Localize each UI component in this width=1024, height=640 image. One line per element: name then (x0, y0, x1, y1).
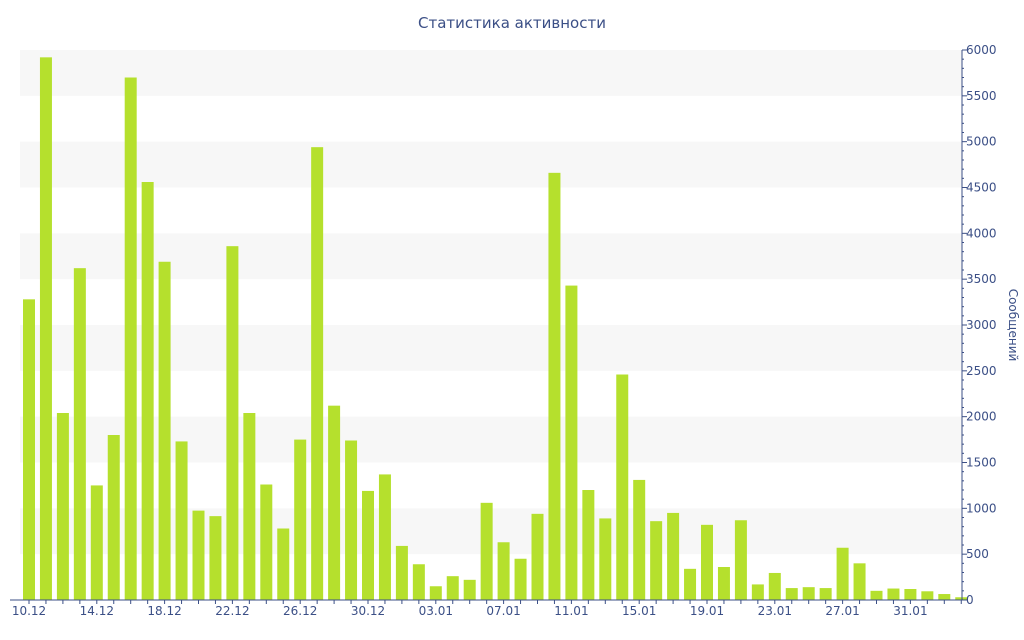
bar-27.01[interactable] (836, 547, 849, 600)
bar-25.12[interactable] (277, 528, 290, 601)
bar-28.12[interactable] (328, 405, 341, 600)
bar-26.12[interactable] (294, 439, 307, 600)
bar-17.12[interactable] (141, 182, 154, 600)
bar-13.12[interactable] (73, 268, 86, 600)
bars-group (23, 57, 968, 601)
x-tick-label: 31.01 (893, 604, 927, 618)
grid-band (20, 325, 962, 371)
x-tick-label: 26.12 (283, 604, 317, 618)
x-tick-label: 07.01 (486, 604, 520, 618)
x-tick-label: 18.12 (147, 604, 181, 618)
x-tick-label: 10.12 (12, 604, 46, 618)
bar-05.01[interactable] (463, 579, 476, 600)
bar-03.01[interactable] (429, 586, 442, 600)
x-axis: 10.12 14.12 18.12 22.12 26.12 30.12 03.01 07.01… (10, 599, 962, 618)
y-tick-label: 1000 (966, 501, 997, 515)
bar-30.01[interactable] (887, 588, 900, 600)
bar-11.12[interactable] (39, 57, 52, 600)
bar-15.12[interactable] (107, 435, 120, 600)
y-tick-label: 5500 (966, 89, 997, 103)
y-tick-label: 3500 (966, 272, 997, 286)
bar-20.01[interactable] (717, 567, 730, 600)
bar-11.01[interactable] (565, 285, 578, 600)
x-tick-label: 03.01 (419, 604, 453, 618)
bar-07.01[interactable] (497, 542, 510, 600)
bar-24.12[interactable] (260, 484, 273, 601)
bar-24.01[interactable] (785, 588, 798, 600)
bar-30.12[interactable] (362, 490, 374, 600)
bar-01.01[interactable] (395, 545, 408, 600)
bar-10.01[interactable] (548, 172, 561, 600)
chart-title: Статистика активности (418, 14, 606, 32)
bar-18.01[interactable] (684, 568, 697, 600)
y-axis: 0 500 1000 1500 2000 2500 3000 3500 4000 4500 5000… (961, 43, 997, 607)
y-tick-label: 5000 (966, 135, 997, 149)
bar-14.12[interactable] (90, 485, 103, 600)
x-tick-label: 19.01 (690, 604, 724, 618)
bar-21.12[interactable] (209, 516, 222, 601)
bar-28.01[interactable] (853, 563, 866, 600)
y-tick-label: 500 (966, 547, 989, 561)
bar-22.01[interactable] (751, 584, 764, 600)
bar-22.12[interactable] (226, 246, 239, 601)
y-tick-label: 4500 (966, 181, 997, 195)
bar-29.12[interactable] (345, 440, 358, 601)
grid-band (20, 141, 962, 188)
y-tick-label: 2000 (966, 410, 997, 424)
x-tick-label: 27.01 (825, 604, 859, 618)
bar-03.02[interactable] (955, 597, 968, 600)
bar-12.12[interactable] (56, 413, 69, 600)
grid-bands (20, 50, 962, 555)
bar-02.02[interactable] (938, 594, 951, 600)
bar-20.12[interactable] (192, 510, 205, 601)
bar-12.01[interactable] (582, 490, 595, 600)
bar-15.01[interactable] (633, 479, 646, 600)
x-tick-label: 23.01 (758, 604, 792, 618)
bar-27.12[interactable] (311, 147, 324, 601)
bar-06.01[interactable] (480, 502, 493, 600)
x-tick-label: 14.12 (80, 604, 114, 618)
bar-01.02[interactable] (921, 591, 934, 600)
bar-10.12[interactable] (23, 299, 35, 600)
bar-08.01[interactable] (514, 558, 527, 600)
y-axis-label: Сообщений (1006, 289, 1020, 362)
bar-19.01[interactable] (701, 524, 713, 600)
x-tick-label: 30.12 (351, 604, 385, 618)
bar-04.01[interactable] (446, 576, 459, 600)
bar-31.12[interactable] (378, 474, 391, 600)
bar-29.01[interactable] (870, 590, 883, 600)
bar-26.01[interactable] (819, 588, 832, 600)
bar-09.01[interactable] (531, 513, 544, 600)
y-tick-label: 1500 (966, 456, 997, 470)
y-tick-label: 4000 (966, 226, 997, 240)
y-tick-label: 2500 (966, 364, 997, 378)
x-tick-label: 11.01 (554, 604, 588, 618)
bar-21.01[interactable] (734, 520, 747, 600)
bar-16.12[interactable] (124, 77, 137, 601)
bar-16.01[interactable] (650, 521, 663, 600)
bar-23.01[interactable] (768, 572, 781, 600)
y-tick-label: 6000 (966, 43, 997, 57)
x-tick-label: 22.12 (215, 604, 249, 618)
y-tick-label: 0 (966, 593, 974, 607)
y-tick-label: 3000 (966, 318, 997, 332)
grid-band (20, 50, 962, 96)
bar-25.01[interactable] (802, 587, 815, 600)
bar-17.01[interactable] (667, 512, 680, 600)
grid-band (20, 233, 962, 280)
bar-13.01[interactable] (599, 518, 612, 600)
bar-14.01[interactable] (616, 374, 629, 601)
bar-02.01[interactable] (412, 564, 425, 600)
bar-31.01[interactable] (904, 589, 917, 600)
x-tick-label: 15.01 (622, 604, 656, 618)
bar-19.12[interactable] (175, 441, 188, 600)
bar-18.12[interactable] (158, 261, 171, 600)
bar-23.12[interactable] (243, 413, 256, 600)
